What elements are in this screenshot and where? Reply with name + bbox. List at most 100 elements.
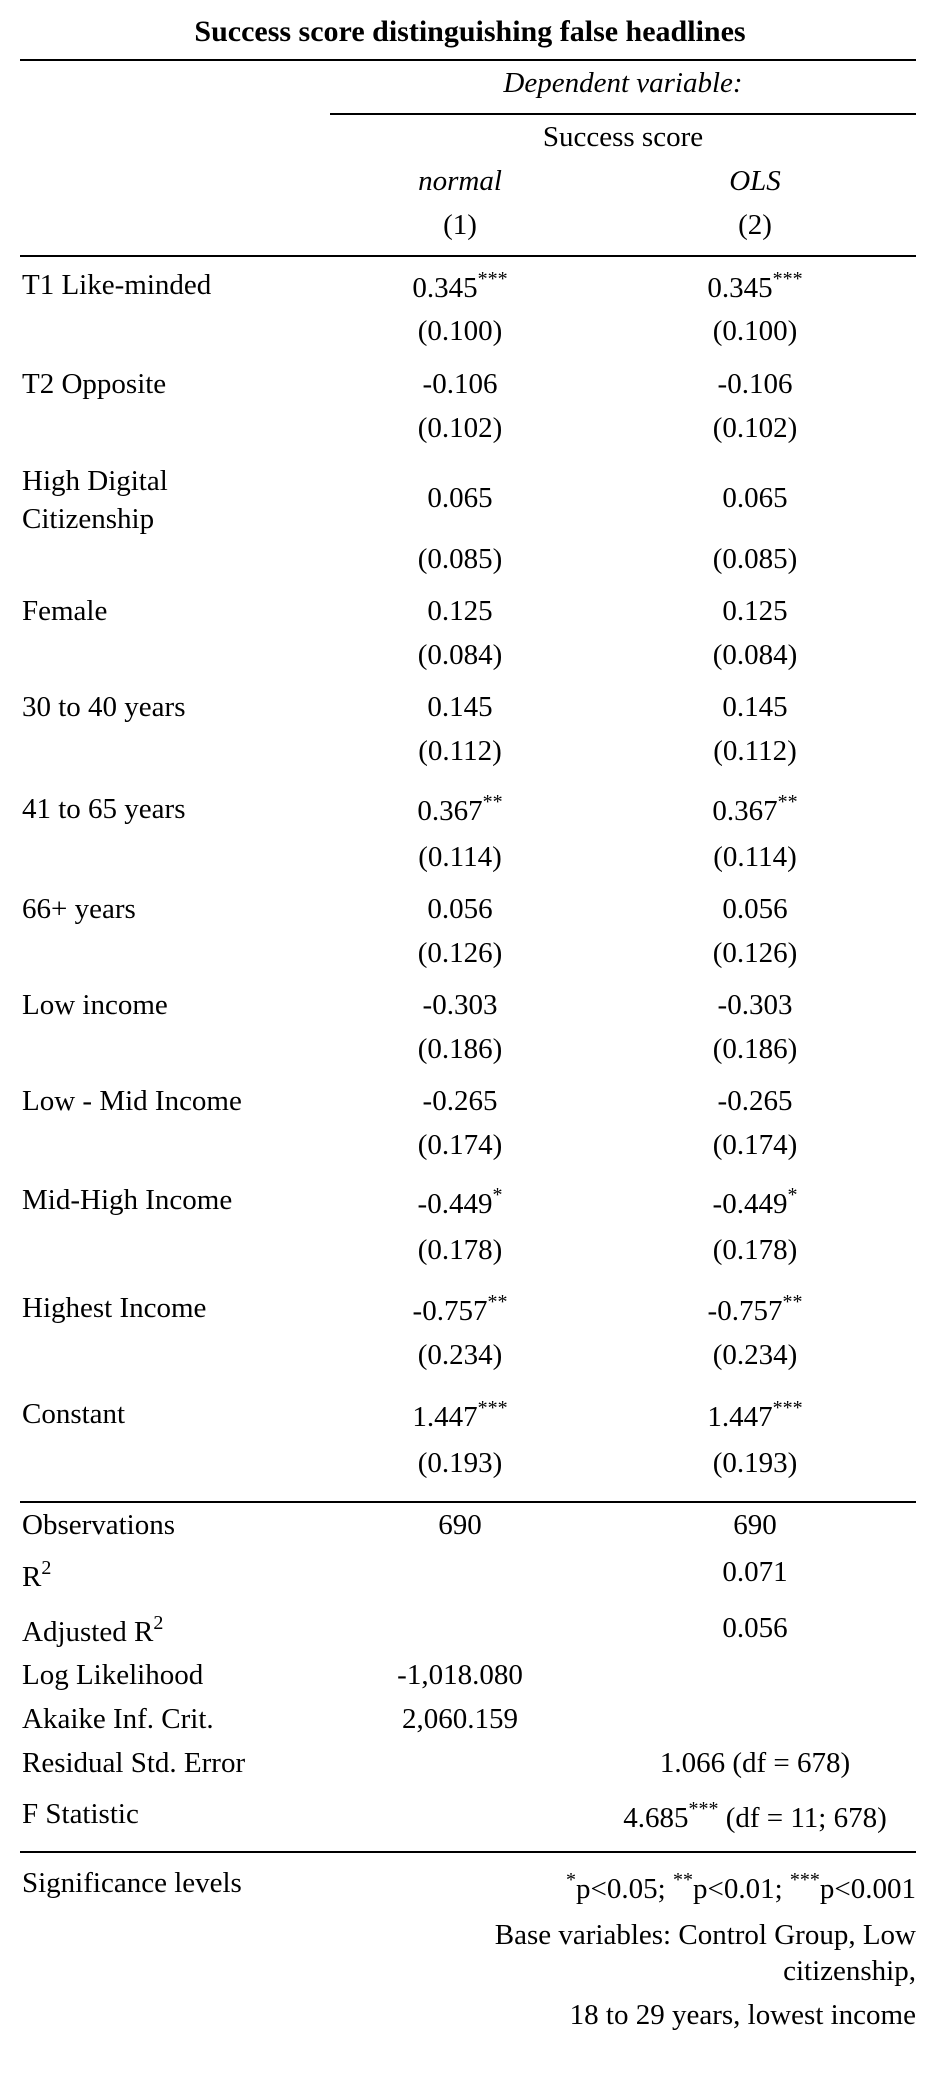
standard-error: (0.126) — [417, 937, 503, 969]
significance-stars: *** — [477, 268, 508, 290]
observations-model-2: 690 — [733, 1509, 777, 1541]
model-1-estimator: normal — [418, 165, 502, 197]
standard-error: (0.178) — [417, 1234, 503, 1266]
row-label: Highest Income — [22, 1292, 207, 1324]
standard-error: (0.085) — [417, 543, 503, 575]
standard-error: (0.112) — [418, 735, 502, 767]
model-2-estimator: OLS — [729, 165, 781, 197]
standard-error: (0.126) — [712, 937, 798, 969]
standard-error: (0.114) — [418, 841, 502, 873]
adjusted-r-squared-label: Adjusted R2 — [22, 1612, 164, 1648]
coefficient: -0.106 — [717, 368, 793, 400]
coefficient: 0.367** — [712, 791, 798, 827]
standard-error: (0.100) — [712, 315, 798, 347]
coefficient: 0.145 — [427, 691, 493, 723]
coefficient: -0.303 — [717, 989, 793, 1021]
model-2-number: (2) — [738, 209, 772, 241]
standard-error: (0.193) — [712, 1447, 798, 1479]
row-label: Mid-High Income — [22, 1184, 233, 1216]
significance-stars: *** — [772, 1397, 803, 1419]
coefficient: -0.449* — [712, 1184, 798, 1220]
observations-model-1: 690 — [438, 1509, 482, 1541]
coefficient: 0.125 — [427, 595, 493, 627]
notes-rule — [20, 1851, 916, 1853]
row-label: 66+ years — [22, 893, 136, 925]
row-label: Low income — [22, 989, 168, 1021]
f-statistic-model-2: 4.685*** (df = 11; 678) — [623, 1798, 887, 1834]
standard-error: (0.085) — [712, 543, 798, 575]
standard-error: (0.234) — [712, 1339, 798, 1371]
base-variables-note-line-3: 18 to 29 years, lowest income — [569, 1999, 916, 2031]
dependent-variable-rule — [330, 113, 916, 115]
coefficient: -0.265 — [422, 1085, 498, 1117]
row-label: T1 Like-minded — [22, 269, 212, 301]
row-label: High Digital Citizenship — [22, 465, 168, 535]
coefficient: 0.125 — [722, 595, 788, 627]
base-variables-note-line-1: Base variables: Control Group, Low — [494, 1919, 916, 1951]
standard-error: (0.186) — [417, 1033, 503, 1065]
coefficient: 1.447*** — [412, 1397, 508, 1433]
significance-stars: *** — [477, 1397, 508, 1419]
standard-error: (0.186) — [712, 1033, 798, 1065]
significance-stars: ** — [482, 791, 503, 813]
f-statistic-label: F Statistic — [22, 1798, 139, 1830]
coefficient: 0.367** — [417, 791, 503, 827]
aic-model-1: 2,060.159 — [402, 1703, 518, 1735]
adjusted-r-squared-model-2: 0.056 — [722, 1612, 788, 1644]
row-label: 41 to 65 years — [22, 793, 186, 825]
standard-error: (0.100) — [417, 315, 503, 347]
significance-stars: ** — [487, 1291, 508, 1313]
row-label: T2 Opposite — [22, 368, 167, 400]
r-squared-label: R2 — [22, 1557, 52, 1593]
standard-error: (0.102) — [417, 412, 503, 444]
header-rule — [20, 255, 916, 257]
log-likelihood-label: Log Likelihood — [22, 1659, 204, 1691]
significance-levels-note: *p<0.05; **p<0.01; ***p<0.001 — [566, 1869, 916, 1905]
significance-stars: *** — [772, 268, 803, 290]
coefficient: -0.106 — [422, 368, 498, 400]
standard-error: (0.174) — [712, 1129, 798, 1161]
coefficient: 0.345*** — [707, 268, 803, 304]
coefficient: 1.447*** — [707, 1397, 803, 1433]
standard-error: (0.178) — [712, 1234, 798, 1266]
row-label: Female — [22, 595, 108, 627]
outcome-header: Success score — [542, 121, 704, 153]
observations-label: Observations — [22, 1509, 176, 1541]
row-label: Low - Mid Income — [22, 1085, 242, 1117]
dependent-variable-header: Dependent variable: — [503, 67, 743, 99]
standard-error: (0.084) — [417, 639, 503, 671]
standard-error: (0.084) — [712, 639, 798, 671]
coefficient: 0.145 — [722, 691, 788, 723]
residual-se-label: Residual Std. Error — [22, 1747, 246, 1779]
residual-se-model-2: 1.066 (df = 678) — [659, 1747, 851, 1779]
standard-error: (0.102) — [712, 412, 798, 444]
coefficient: -0.303 — [422, 989, 498, 1021]
significance-stars: ** — [777, 791, 798, 813]
table-title: Success score distinguishing false headl… — [194, 15, 746, 48]
aic-label: Akaike Inf. Crit. — [22, 1703, 214, 1735]
coefficient: 0.065 — [722, 482, 788, 514]
log-likelihood-model-1: -1,018.080 — [397, 1659, 523, 1691]
standard-error: (0.234) — [417, 1339, 503, 1371]
coefficient: 0.056 — [722, 893, 788, 925]
significance-levels-label: Significance levels — [22, 1867, 242, 1899]
significance-stars: * — [492, 1184, 503, 1206]
r-squared-model-2: 0.071 — [722, 1556, 788, 1588]
row-label: Constant — [22, 1398, 126, 1430]
standard-error: (0.114) — [713, 841, 797, 873]
row-label: 30 to 40 years — [22, 691, 186, 723]
standard-error: (0.112) — [713, 735, 797, 767]
base-variables-note-line-2: citizenship, — [783, 1955, 916, 1987]
significance-stars: ** — [782, 1291, 803, 1313]
significance-stars: * — [787, 1184, 798, 1206]
coefficient: 0.056 — [427, 893, 493, 925]
standard-error: (0.193) — [417, 1447, 503, 1479]
coefficient: -0.757** — [707, 1291, 803, 1327]
coefficient: -0.265 — [717, 1085, 793, 1117]
coefficient: -0.449* — [417, 1184, 503, 1220]
coefficient: 0.065 — [427, 482, 493, 514]
standard-error: (0.174) — [417, 1129, 503, 1161]
top-rule — [20, 59, 916, 61]
stats-rule — [20, 1501, 916, 1503]
